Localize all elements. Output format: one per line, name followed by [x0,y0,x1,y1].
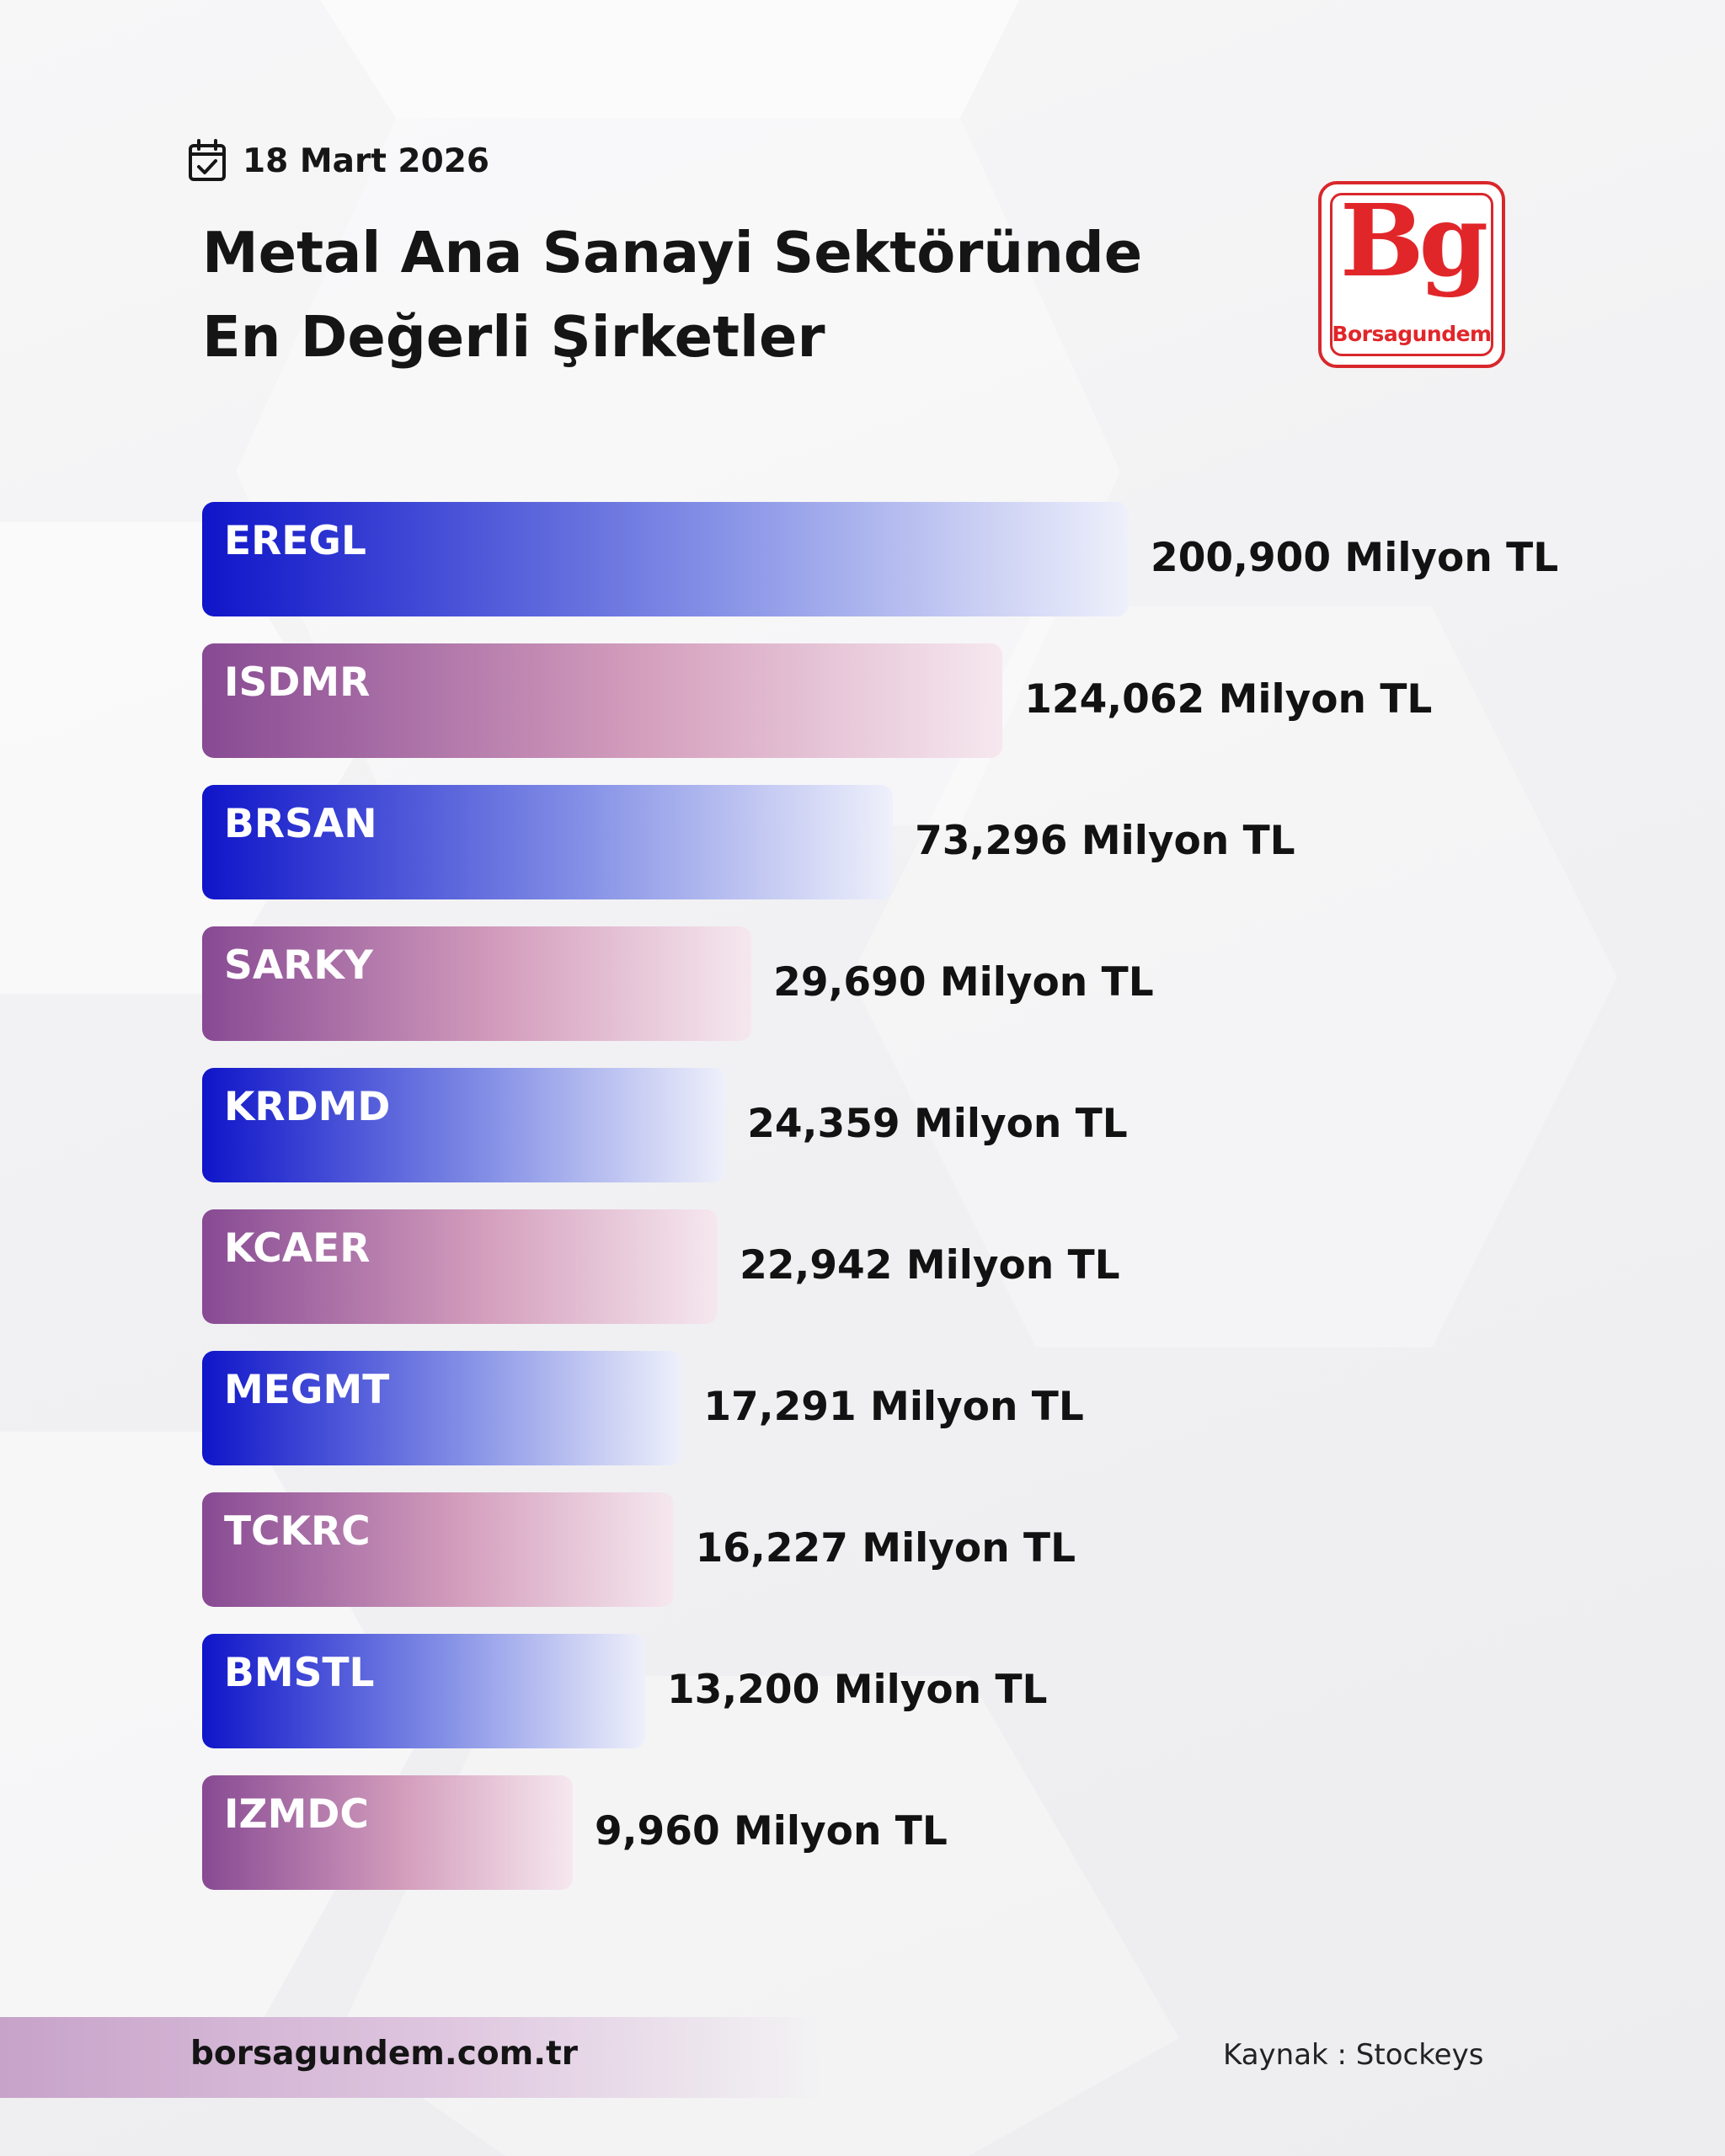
value-label-megmt: 17,291 Milyon TL [703,1384,1083,1430]
value-label-izmdc: 9,960 Milyon TL [595,1808,948,1854]
bar-label-eregl: EREGL [224,518,366,564]
bar-izmdc [202,1775,573,1890]
bar-eregl [202,502,1129,616]
value-label-krdmd: 24,359 Milyon TL [747,1101,1127,1147]
calendar-icon [189,139,226,181]
footer-source: Kaynak : Stockeys [1223,2038,1484,2072]
bar-label-kcaer: KCAER [224,1225,370,1272]
value-label-eregl: 200,900 Milyon TL [1151,535,1558,581]
footer-band [0,2017,825,2098]
bar-label-megmt: MEGMT [224,1367,389,1413]
title-line-1: Metal Ana Sanayi Sektöründe [202,220,1143,286]
bar-label-brsan: BRSAN [224,801,377,847]
value-label-bmstl: 13,200 Milyon TL [667,1667,1047,1713]
page-title: Metal Ana Sanayi Sektöründe En Değerli Ş… [202,211,1255,379]
bar-tckrc [202,1492,674,1607]
value-label-tckrc: 16,227 Milyon TL [696,1525,1076,1572]
date-label: 18 Mart 2026 [243,141,489,180]
bar-isdmr [202,643,1003,758]
bar-brsan [202,785,894,899]
logo-wordmark: Borsagundem [1332,322,1492,346]
bar-sarky [202,926,752,1041]
bar-kcaer [202,1209,718,1324]
value-label-kcaer: 22,942 Milyon TL [740,1242,1119,1289]
bar-label-izmdc: IZMDC [224,1791,369,1838]
bar-label-isdmr: ISDMR [224,659,370,706]
bar-bmstl [202,1634,645,1748]
bar-label-sarky: SARKY [224,942,374,989]
value-label-brsan: 73,296 Milyon TL [915,818,1295,864]
bar-krdmd [202,1068,726,1182]
bar-megmt [202,1351,682,1465]
value-label-sarky: 29,690 Milyon TL [773,959,1153,1006]
bar-label-tckrc: TCKRC [224,1508,371,1555]
value-label-isdmr: 124,062 Milyon TL [1024,676,1432,723]
date-row: 18 Mart 2026 [187,139,489,183]
bar-label-bmstl: BMSTL [224,1650,374,1696]
borsagundem-logo: Bg Borsagundem [1318,181,1505,368]
logo-mark: Bg [1339,182,1488,299]
bar-label-krdmd: KRDMD [224,1084,390,1130]
title-line-2: En Değerli Şirketler [202,304,825,370]
footer-website: borsagundem.com.tr [190,2035,578,2073]
